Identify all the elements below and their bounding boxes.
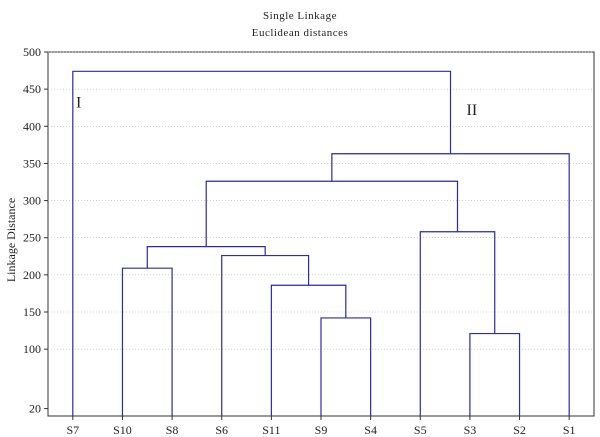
leaf-label-s10: S10 — [113, 423, 132, 437]
y-tick-label: 100 — [23, 342, 41, 356]
cluster-label-i: I — [76, 95, 81, 112]
leaf-label-s1: S1 — [563, 423, 576, 437]
y-tick-label: 450 — [23, 82, 41, 96]
leaf-label-s6: S6 — [215, 423, 228, 437]
leaf-label-s5: S5 — [414, 423, 427, 437]
y-tick-label: 400 — [23, 119, 41, 133]
cluster-label-ii: II — [467, 102, 478, 119]
leaf-label-s9: S9 — [315, 423, 328, 437]
dendrogram-link — [469, 332, 521, 416]
dendrogram-link — [419, 231, 496, 416]
dendrogram-link — [121, 267, 173, 416]
leaf-label-s11: S11 — [262, 423, 280, 437]
leaf-label-s8: S8 — [166, 423, 179, 437]
dendrogram-link — [146, 246, 266, 269]
y-tick-label: 150 — [23, 305, 41, 319]
dendrogram-link — [320, 317, 372, 416]
chart-subtitle: Euclidean distances — [251, 27, 349, 39]
leaf-label-s2: S2 — [513, 423, 526, 437]
y-tick-label: 200 — [23, 268, 41, 282]
dendrogram-link — [72, 70, 452, 416]
leaf-label-s4: S4 — [364, 423, 377, 437]
leaf-label-s7: S7 — [66, 423, 79, 437]
chart-title: Single Linkage — [263, 10, 337, 22]
dendrogram-link — [221, 254, 310, 416]
y-tick-label: 300 — [23, 194, 41, 208]
dendrogram-link — [270, 284, 347, 416]
dendrogram-link — [331, 153, 570, 416]
y-tick-label: 250 — [23, 231, 41, 245]
y-tick-label: 350 — [23, 156, 41, 170]
y-tick-label: 20 — [29, 402, 41, 416]
y-tick-label: 500 — [23, 45, 41, 59]
leaf-label-s3: S3 — [464, 423, 477, 437]
